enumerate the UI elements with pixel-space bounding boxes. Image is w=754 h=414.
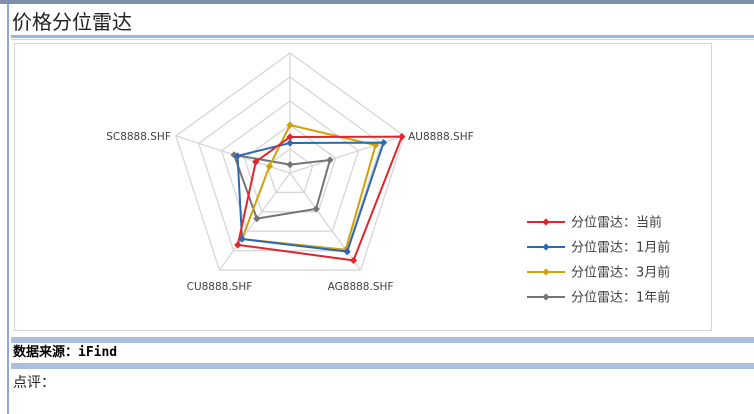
legend-marker [542,268,550,276]
series-line [236,141,385,253]
comment-divider [11,363,754,369]
series-point [286,161,294,169]
series-line [232,153,332,220]
axis-label: SC8888.SHF [106,131,171,143]
series-line [236,135,404,262]
axis-spoke-3 [218,172,291,271]
title-divider-thin [11,39,754,40]
series-point [286,121,294,129]
series-point [233,152,242,160]
data-source-text: 数据来源：iFind [13,345,118,360]
axis-spoke-1 [289,135,405,174]
legend-label: 分位雷达：3月前 [571,265,670,281]
series-point [326,156,334,164]
legend-label: 分位雷达：1年前 [571,290,670,306]
grid-ring-4 [197,76,383,252]
axis-label: CU8888.SHF [187,281,253,293]
series-point [286,139,294,147]
source-divider [11,337,754,343]
title-divider [11,35,754,38]
legend-marker [542,293,550,301]
series-point [379,138,388,147]
legend-label: 分位雷达：当前 [571,215,662,231]
axis-spoke-2 [289,172,362,271]
radar-chart: 000300.SHAU8888.SHFAG8888.SHFCU8888.SHFS… [106,32,670,306]
page-title: 价格分位雷达 [12,10,132,34]
series-point [349,256,358,264]
series-point [265,162,274,170]
chart-frame: 000300.SHAU8888.SHFAG8888.SHFCU8888.SHFS… [14,32,712,331]
series-point [234,241,242,249]
legend-label: 分位雷达：1月前 [571,240,670,256]
series-point [312,205,320,213]
series-point [286,133,294,141]
left-border [0,4,9,414]
comment-label: 点评： [13,375,55,391]
legend-marker [542,218,550,226]
axis-label: AG8888.SHF [328,281,394,293]
series-point [398,133,406,141]
series-point [343,248,351,256]
top-border [0,0,754,4]
grid-ring-5 [175,52,405,271]
legend-marker [542,243,550,251]
axis-label: AU8888.SHF [408,131,474,143]
